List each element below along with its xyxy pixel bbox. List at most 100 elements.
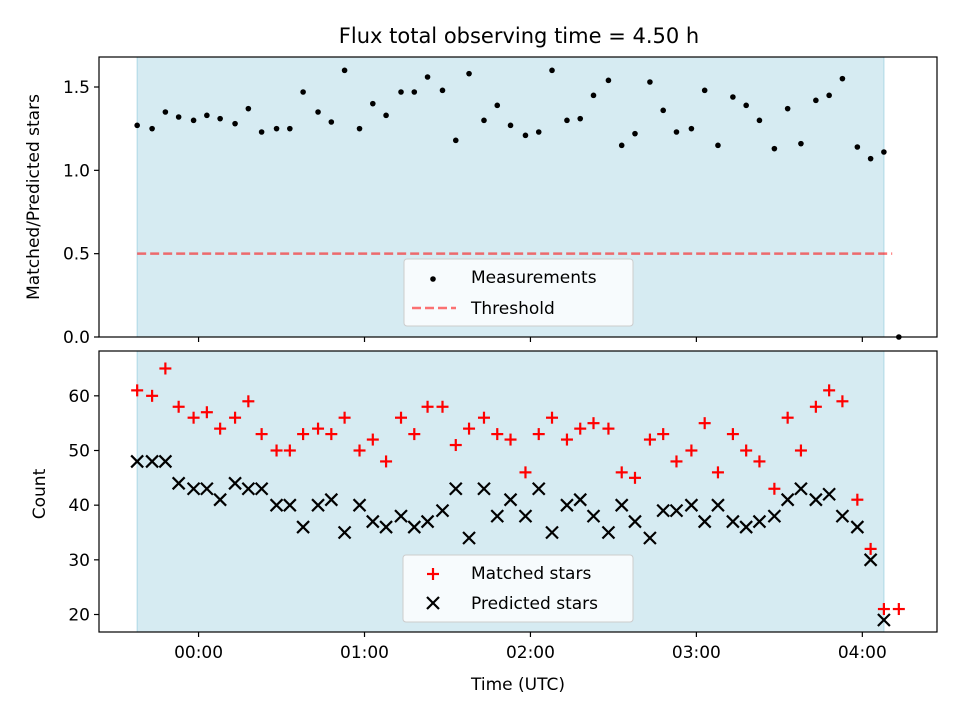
matched-stars-point [781,411,794,424]
matched-stars-point [214,422,227,435]
matched-stars-point [615,466,628,479]
predicted-stars-point [518,509,533,523]
predicted-stars-point [462,531,476,545]
measurement-point [660,107,666,114]
top-legend-box [403,258,634,327]
matched-stars-point [504,433,517,446]
predicted-stars-point [477,481,491,496]
bottom-panel: 20 30 40 50 60 00:00 01:00 02:00 03:00 04:00 Cou… [30,350,938,695]
predicted-stars-point [739,520,753,534]
predicted-stars-point [420,514,435,529]
predicted-stars-point [228,476,242,491]
measurement-point [535,129,542,135]
matched-stars-point [283,444,296,457]
y-tick-label: 0.5 [63,245,90,265]
legend-label-predicted: Predicted stars [471,594,598,614]
predicted-stars-point [269,498,284,512]
measurement-point [688,125,695,132]
measurement-point [522,132,529,139]
matched-stars-point [546,411,559,424]
measurement-point [300,89,306,95]
measurement-point [245,105,252,112]
measurement-point [494,102,501,109]
matched-stars-point [643,433,656,446]
predicted-stars-point [780,492,795,507]
x-tick-label: 03:00 [672,643,721,663]
legend-label-measurements: Measurements [471,268,597,288]
matched-stars-point [380,455,393,468]
predicted-stars-point [241,481,256,496]
predicted-stars-point [366,514,380,529]
measurement-point [452,137,459,144]
measurement-point [854,144,861,150]
bottom-legend: Matched stars Predicted stars [402,554,634,623]
predicted-stars-point [863,553,878,567]
measurement-point [424,74,431,80]
measurement-point [287,125,293,132]
top-axes-frame [98,56,938,338]
predicted-stars-point [324,492,339,507]
matched-stars-point [325,428,338,441]
measurement-point [328,119,335,125]
predicted-stars-point [407,520,422,534]
y-tick-label: 20 [68,606,90,626]
y-tick-label: 1.5 [63,78,90,98]
matched-stars-point [353,444,366,457]
predicted-stars-point [145,454,159,469]
measurement-point [618,142,625,149]
x-tick-label: 00:00 [174,643,223,663]
matched-stars-point [560,433,573,446]
measurement-point [813,97,819,104]
matched-stars-point [463,422,476,435]
top-legend: Measurements Threshold [403,258,634,327]
measurement-point [341,67,348,74]
matched-stars-point [836,395,849,408]
predicted-stars-point [171,476,186,491]
predicted-stars-point [490,509,505,523]
predicted-stars-point [337,525,352,540]
predicted-stars-point [394,509,408,523]
predicted-stars-point [379,520,393,534]
measurement-point [549,67,555,74]
matched-stars-point [726,428,739,441]
matched-stars-point [753,455,766,468]
matched-stars-point [449,439,462,452]
predicted-stars-point [296,520,310,534]
top-panel: 0.0 0.5 1.0 1.5 Matched/Predicted stars Mea… [24,56,938,348]
matched-stars-point [768,482,781,495]
predicted-stars-point [697,514,712,529]
measurement-point [673,129,680,135]
matched-stars-point [628,471,641,484]
measurement-point [370,100,376,107]
bottom-axes-frame [98,350,938,633]
matched-stars-point [421,400,434,413]
predicted-stars-point [752,514,767,529]
measurement-point [258,129,265,135]
chart-title: Flux total observing time = 4.50 h [339,24,699,48]
matched-stars-point [657,428,670,441]
matched-stars-point [892,603,905,616]
measurement-point [439,87,446,94]
measurement-point [839,75,846,82]
bottom-y-axis-label: Count [30,468,50,519]
measurement-point [507,122,514,129]
measurement-point [564,117,570,124]
y-tick-label: 0.0 [63,328,90,348]
matched-stars-point [740,444,753,457]
measurement-point [730,94,736,100]
predicted-stars-point [643,531,657,545]
predicted-stars-point [684,498,699,512]
x-tick-label: 01:00 [340,643,389,663]
measurement-point [190,117,197,124]
matched-stars-point [200,406,213,419]
predicted-stars-point [601,525,616,540]
measurement-point [605,77,612,84]
matched-stars-point [297,428,310,441]
predicted-stars-point [711,498,725,512]
predicted-stars-point [586,509,601,523]
matched-stars-point [851,493,864,506]
predicted-stars-point [850,520,865,534]
matched-stars-point [685,444,698,457]
matched-stars-point [864,542,877,555]
